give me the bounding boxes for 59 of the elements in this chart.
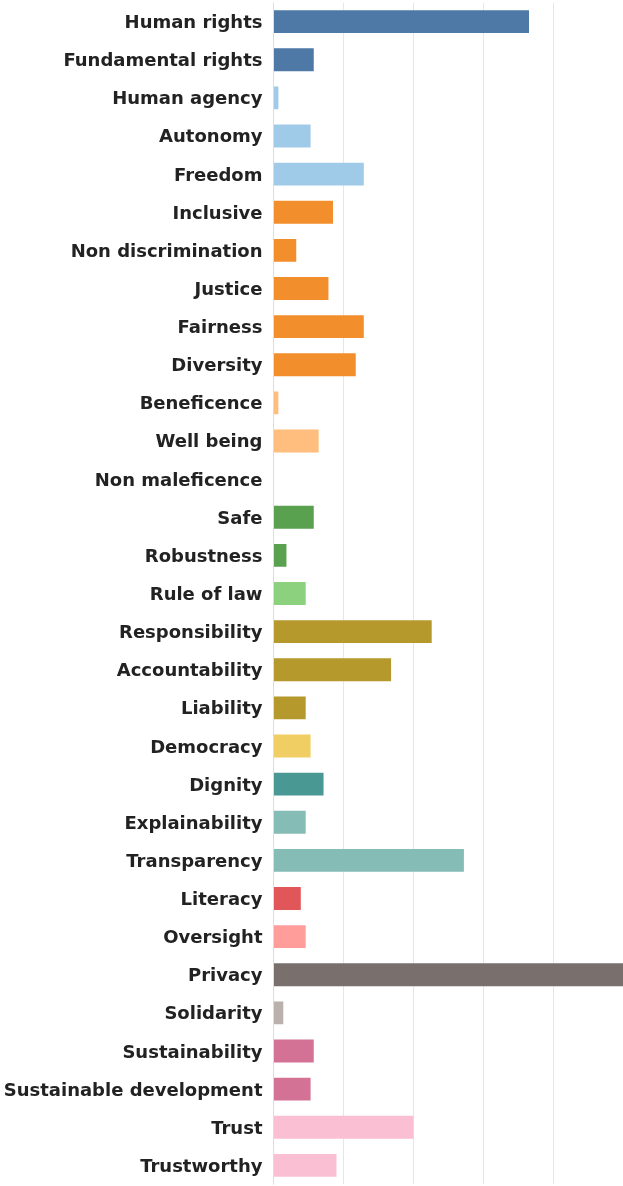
y-tick-label: Inclusive <box>172 201 263 223</box>
y-tick-label: Non discrimination <box>70 239 263 261</box>
bar <box>273 1077 311 1101</box>
y-tick-label: Fairness <box>177 316 263 338</box>
bar <box>273 1039 314 1063</box>
y-tick-label: Dignity <box>189 773 263 795</box>
bar <box>273 1115 414 1139</box>
y-tick-label: Liability <box>180 697 263 719</box>
y-tick-label: Trust <box>211 1116 263 1138</box>
y-tick-label: Human agency <box>112 87 263 109</box>
y-tick-label: Sustainability <box>122 1040 263 1062</box>
y-tick-label: Transparency <box>126 849 263 871</box>
y-tick-label: Safe <box>217 506 263 528</box>
bar <box>273 1001 284 1025</box>
y-tick-label: Oversight <box>163 926 263 948</box>
bar <box>273 696 306 720</box>
bar <box>273 772 324 796</box>
bar <box>273 162 364 186</box>
y-tick-label: Explainability <box>124 811 263 833</box>
y-tick-label: Sustainable development <box>3 1078 263 1100</box>
y-tick-label: Accountability <box>116 659 263 681</box>
bar <box>273 887 301 910</box>
y-tick-label: Rule of law <box>149 583 263 604</box>
y-tick-label: Justice <box>192 277 263 299</box>
y-tick-label: Solidarity <box>164 1002 263 1024</box>
bar <box>273 353 356 377</box>
bar <box>273 543 287 567</box>
bar <box>273 810 306 834</box>
bar <box>273 277 329 300</box>
bar <box>273 620 432 644</box>
bar <box>273 1154 337 1177</box>
y-tick-label: Trustworthy <box>140 1154 263 1176</box>
y-tick-label: Democracy <box>150 735 263 757</box>
y-tick-label: Fundamental rights <box>63 49 263 71</box>
bar <box>273 505 314 529</box>
y-tick-label: Well being <box>155 430 263 452</box>
bar <box>273 429 319 453</box>
bar <box>273 124 311 148</box>
bar <box>273 238 297 262</box>
bar <box>273 200 333 224</box>
y-tick-label: Non maleficence <box>94 468 263 490</box>
bar <box>273 925 306 949</box>
bar <box>273 658 392 682</box>
y-tick-label: Robustness <box>144 544 263 566</box>
bar <box>273 963 623 987</box>
bar <box>273 734 311 758</box>
bar <box>273 848 464 872</box>
y-tick-label: Diversity <box>171 354 263 376</box>
y-tick-label: Beneficence <box>139 392 263 414</box>
bar <box>273 10 529 33</box>
y-tick-label: Literacy <box>180 888 263 910</box>
bar <box>273 48 314 72</box>
bar <box>273 582 306 605</box>
y-tick-label: Autonomy <box>159 125 263 147</box>
y-tick-label: Human rights <box>124 11 263 33</box>
y-tick-label: Privacy <box>187 964 263 986</box>
y-tick-label: Responsibility <box>119 621 263 643</box>
bar <box>273 315 364 339</box>
y-tick-label: Freedom <box>174 163 263 185</box>
